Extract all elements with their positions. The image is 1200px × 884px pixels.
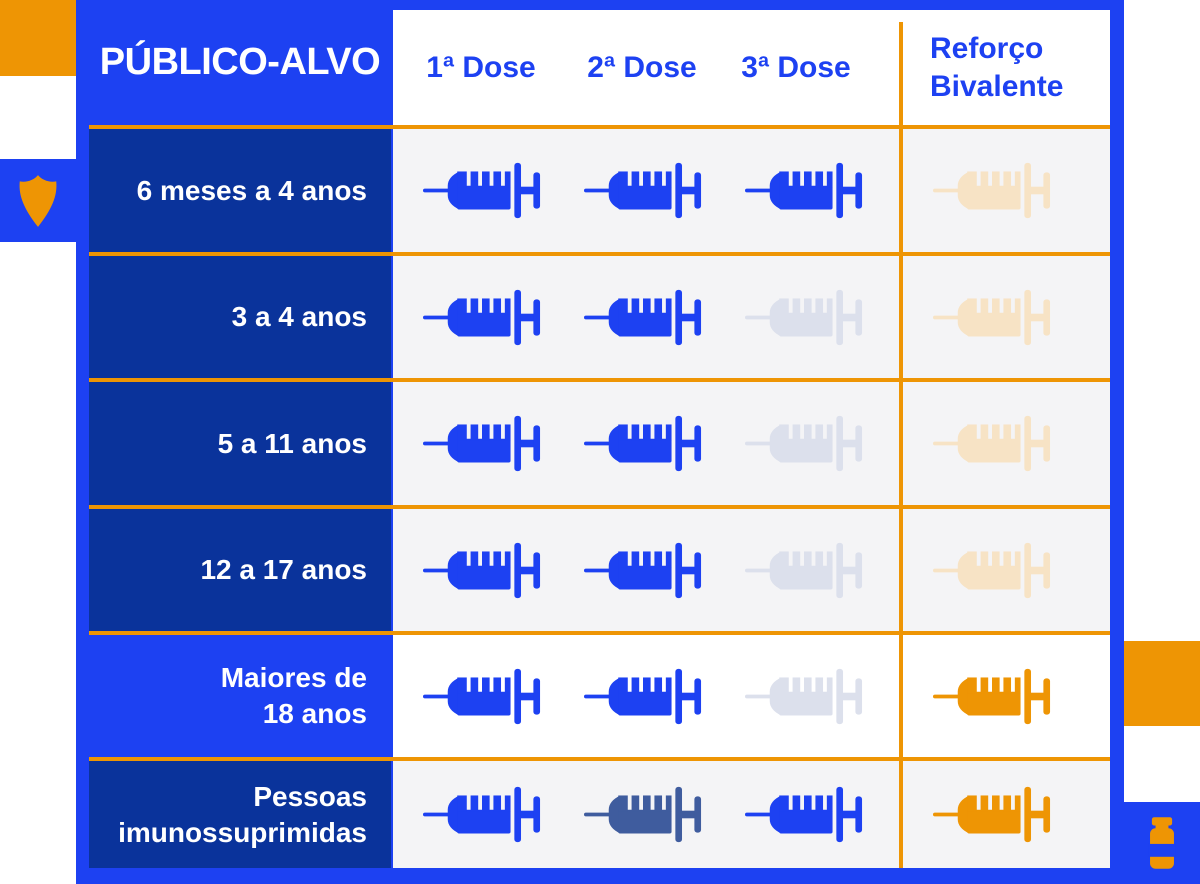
row-cells	[393, 761, 1110, 868]
row-label: Pessoas imunossuprimidas	[89, 761, 391, 868]
column-header-dose-3: 3ª Dose	[741, 50, 851, 84]
column-header-dose-2: 2ª Dose	[587, 50, 697, 84]
table-row-4: 12 a 17 anos	[89, 505, 1110, 631]
syringe-icon-muted-blue	[583, 784, 703, 846]
syringe-icon-blue	[583, 665, 703, 727]
syringe-icon-blue	[583, 413, 703, 475]
booster-column-divider	[899, 22, 903, 868]
syringe-icon-blue	[422, 160, 542, 222]
table-row-2: 3 a 4 anos	[89, 252, 1110, 378]
syringe-icon-blue	[422, 665, 542, 727]
syringe-icon-cream	[932, 413, 1052, 475]
row-cells	[393, 382, 1110, 505]
vial-badge	[1124, 802, 1200, 884]
syringe-icon-orange	[932, 665, 1052, 727]
row-label: 12 a 17 anos	[89, 509, 391, 631]
syringe-icon-blue	[422, 413, 542, 475]
vaccine-vial-icon	[1148, 817, 1176, 869]
row-label: 6 meses a 4 anos	[89, 129, 391, 252]
syringe-icon-orange	[932, 784, 1052, 846]
syringe-icon-cream	[932, 160, 1052, 222]
syringe-icon-blue	[744, 160, 864, 222]
syringe-icon-blue	[422, 539, 542, 601]
row-cells	[393, 256, 1110, 378]
shield-badge	[0, 159, 76, 242]
shield-icon	[19, 174, 57, 227]
table-row-3: 5 a 11 anos	[89, 378, 1110, 505]
column-header-booster: Reforço Bivalente	[930, 32, 1064, 103]
syringe-icon-gray	[744, 413, 864, 475]
syringe-icon-blue	[583, 539, 703, 601]
decor-orange-square-right	[1124, 641, 1200, 726]
row-cells	[393, 129, 1110, 252]
syringe-icon-blue	[422, 784, 542, 846]
row-cells	[393, 635, 1110, 757]
table-row-1: 6 meses a 4 anos	[89, 125, 1110, 252]
row-cells	[393, 509, 1110, 631]
syringe-icon-blue	[583, 286, 703, 348]
row-label: 3 a 4 anos	[89, 256, 391, 378]
syringe-icon-gray	[744, 539, 864, 601]
table-row-5: Maiores de 18 anos	[89, 631, 1110, 757]
syringe-icon-blue	[583, 160, 703, 222]
syringe-icon-blue	[744, 784, 864, 846]
syringe-icon-cream	[932, 539, 1052, 601]
row-label: Maiores de 18 anos	[89, 635, 391, 757]
syringe-icon-cream	[932, 286, 1052, 348]
vaccine-schedule-card: PÚBLICO-ALVO 1ª Dose 2ª Dose 3ª Dose Ref…	[76, 0, 1124, 884]
row-label: 5 a 11 anos	[89, 382, 391, 505]
syringe-icon-gray	[744, 665, 864, 727]
column-header-dose-1: 1ª Dose	[426, 50, 536, 84]
target-column-header: PÚBLICO-ALVO	[99, 41, 381, 83]
table-header: 1ª Dose 2ª Dose 3ª Dose Reforço Bivalent…	[393, 10, 1110, 125]
syringe-icon-blue	[422, 286, 542, 348]
table-row-6: Pessoas imunossuprimidas	[89, 757, 1110, 868]
syringe-icon-gray	[744, 286, 864, 348]
decor-orange-square-top-left	[0, 0, 76, 76]
